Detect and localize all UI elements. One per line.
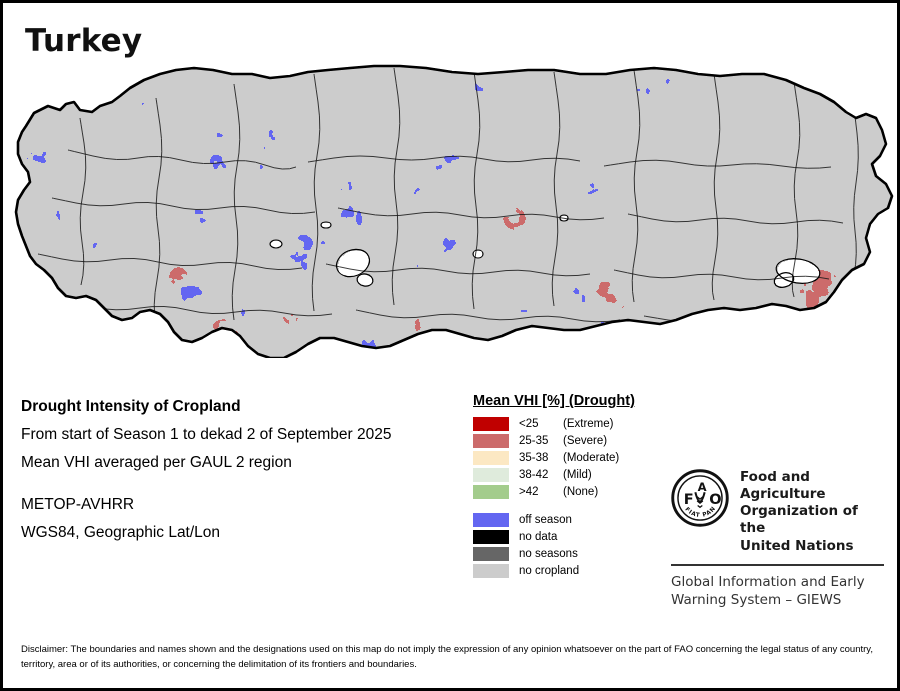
- legend-label-severe: 25-35 (Severe): [519, 434, 608, 447]
- legend-item-no-cropland: no cropland: [473, 562, 673, 579]
- legend-swatch-severe: [473, 433, 509, 448]
- legend-item-no-data: no data: [473, 528, 673, 545]
- fao-org-line-2: Organization of the: [740, 503, 858, 537]
- description-spacer: [21, 482, 451, 496]
- legend-swatch-extreme: [473, 416, 509, 431]
- legend-swatch-moderate: [473, 450, 509, 465]
- legend-item-moderate: 35-38 (Moderate): [473, 449, 673, 466]
- disclaimer-text: Disclaimer: The boundaries and names sho…: [21, 644, 873, 670]
- giews-line-2: Warning System – GIEWS: [671, 591, 842, 608]
- legend-swatch-none: [473, 484, 509, 499]
- svg-text:F: F: [684, 492, 694, 508]
- fao-branding-block: F A O FIAT PANIS Food and Agriculture Or…: [668, 465, 886, 610]
- legend-swatch-no-cropland: [473, 563, 509, 578]
- fao-header: F A O FIAT PANIS Food and Agriculture Or…: [668, 465, 886, 555]
- description-method: Mean VHI averaged per GAUL 2 region: [21, 454, 292, 471]
- fao-org-line-1: Food and Agriculture: [740, 469, 826, 503]
- legend: Mean VHI [%] (Drought) <25 (Extreme) 25-…: [473, 393, 673, 579]
- description-projection: WGS84, Geographic Lat/Lon: [21, 524, 221, 541]
- giews-label: Global Information and Early Warning Sys…: [671, 574, 886, 610]
- description-period: From start of Season 1 to dekad 2 of Sep…: [21, 426, 392, 443]
- legend-swatch-mild: [473, 467, 509, 482]
- description-block: Drought Intensity of Cropland From start…: [21, 398, 451, 552]
- legend-item-severe: 25-35 (Severe): [473, 432, 673, 449]
- fao-organization-name: Food and Agriculture Organization of the…: [740, 469, 886, 555]
- legend-swatch-no-seasons: [473, 546, 509, 561]
- legend-label-none: >42 (None): [519, 485, 599, 498]
- legend-label-no-cropland: no cropland: [519, 564, 580, 577]
- legend-gap: [473, 500, 673, 511]
- legend-item-none: >42 (None): [473, 483, 673, 500]
- drought-raster-map: [8, 58, 896, 358]
- fao-logo-icon: F A O FIAT PANIS: [668, 465, 729, 527]
- fao-divider: [671, 563, 884, 566]
- legend-title: Mean VHI [%] (Drought): [473, 393, 635, 409]
- svg-text:O: O: [709, 492, 721, 508]
- legend-item-no-seasons: no seasons: [473, 545, 673, 562]
- legend-item-mild: 38-42 (Mild): [473, 466, 673, 483]
- legend-label-no-seasons: no seasons: [519, 547, 578, 560]
- svg-text:A: A: [698, 480, 707, 494]
- description-heading: Drought Intensity of Cropland: [21, 398, 241, 415]
- legend-swatch-no-data: [473, 529, 509, 544]
- legend-label-moderate: 35-38 (Moderate): [519, 451, 620, 464]
- description-sensor: METOP-AVHRR: [21, 496, 135, 513]
- page-title: Turkey: [25, 23, 143, 59]
- legend-label-mild: 38-42 (Mild): [519, 468, 592, 481]
- fao-org-line-3: United Nations: [740, 537, 854, 554]
- legend-label-off-season: off season: [519, 513, 572, 526]
- map-figure: [8, 58, 896, 358]
- legend-label-no-data: no data: [519, 530, 558, 543]
- legend-label-extreme: <25 (Extreme): [519, 417, 614, 430]
- giews-line-1: Global Information and Early: [671, 573, 865, 590]
- legend-swatch-off-season: [473, 512, 509, 527]
- legend-item-off-season: off season: [473, 511, 673, 528]
- legend-item-extreme: <25 (Extreme): [473, 415, 673, 432]
